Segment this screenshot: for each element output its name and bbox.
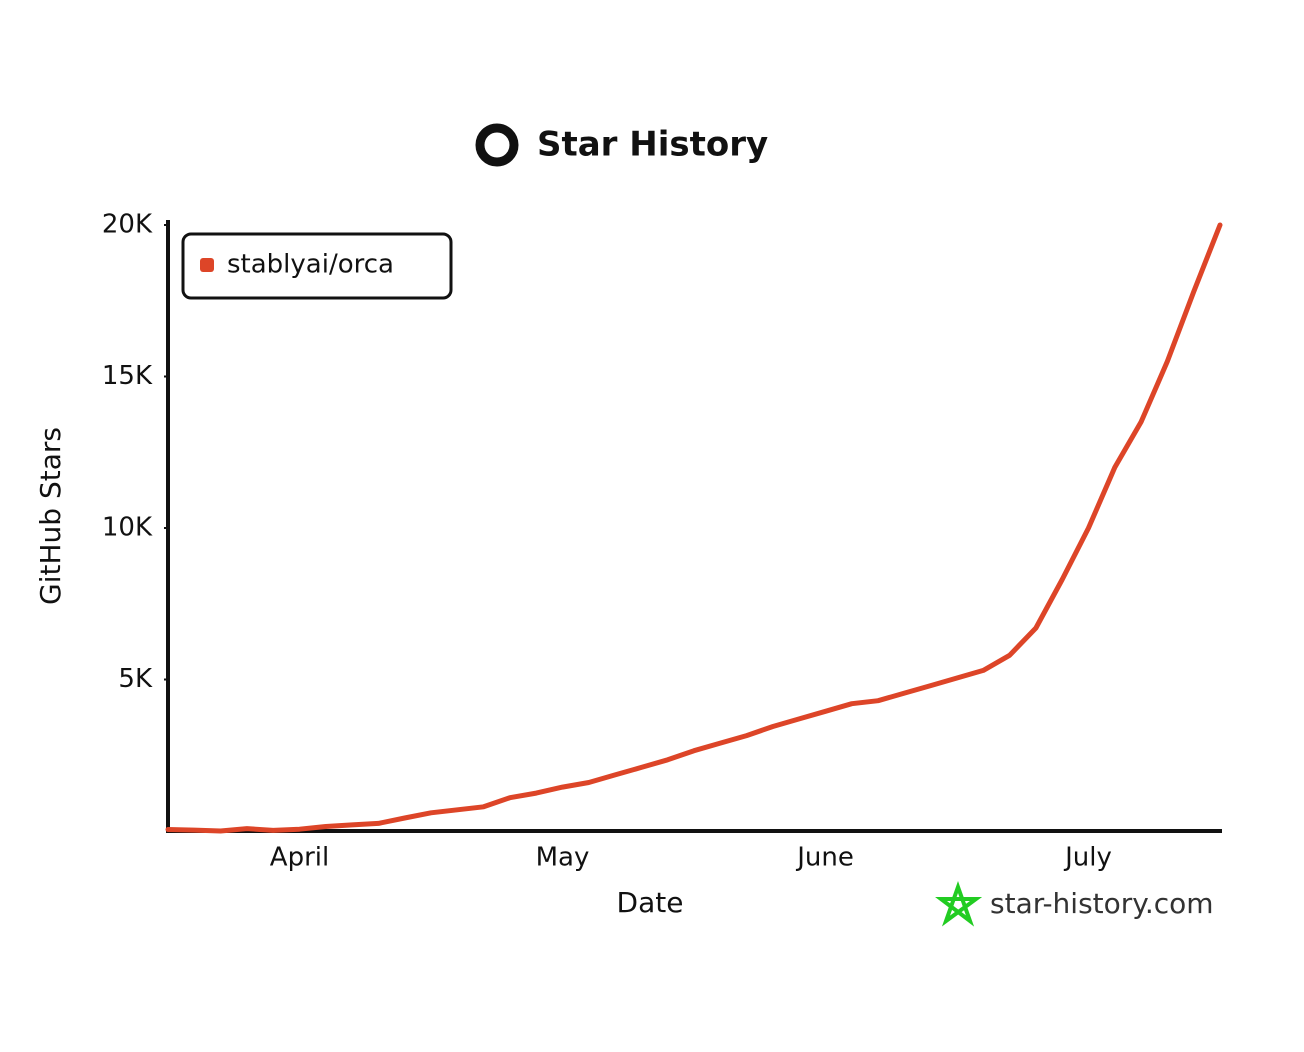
x-tick-label: May [536,843,590,873]
chart-title: Star History [537,125,768,165]
y-axis-label: GitHub Stars [34,427,67,605]
legend-label: stablyai/orca [227,250,394,280]
watermark-text: star-history.com [990,887,1214,920]
logo [475,123,519,167]
x-tick-label: April [270,843,329,873]
y-tick-label: 20K [102,210,153,240]
y-tick-label: 15K [102,361,153,391]
x-axis-label: Date [617,886,684,919]
y-tick-label: 5K [118,664,153,694]
legend-box [181,232,453,300]
x-tick-label: July [1063,843,1112,873]
y-tick-label: 10K [102,513,153,543]
watermark [935,880,983,927]
legend-swatch [200,258,214,272]
series-line [165,222,1223,834]
x-tick-label: June [795,843,854,873]
